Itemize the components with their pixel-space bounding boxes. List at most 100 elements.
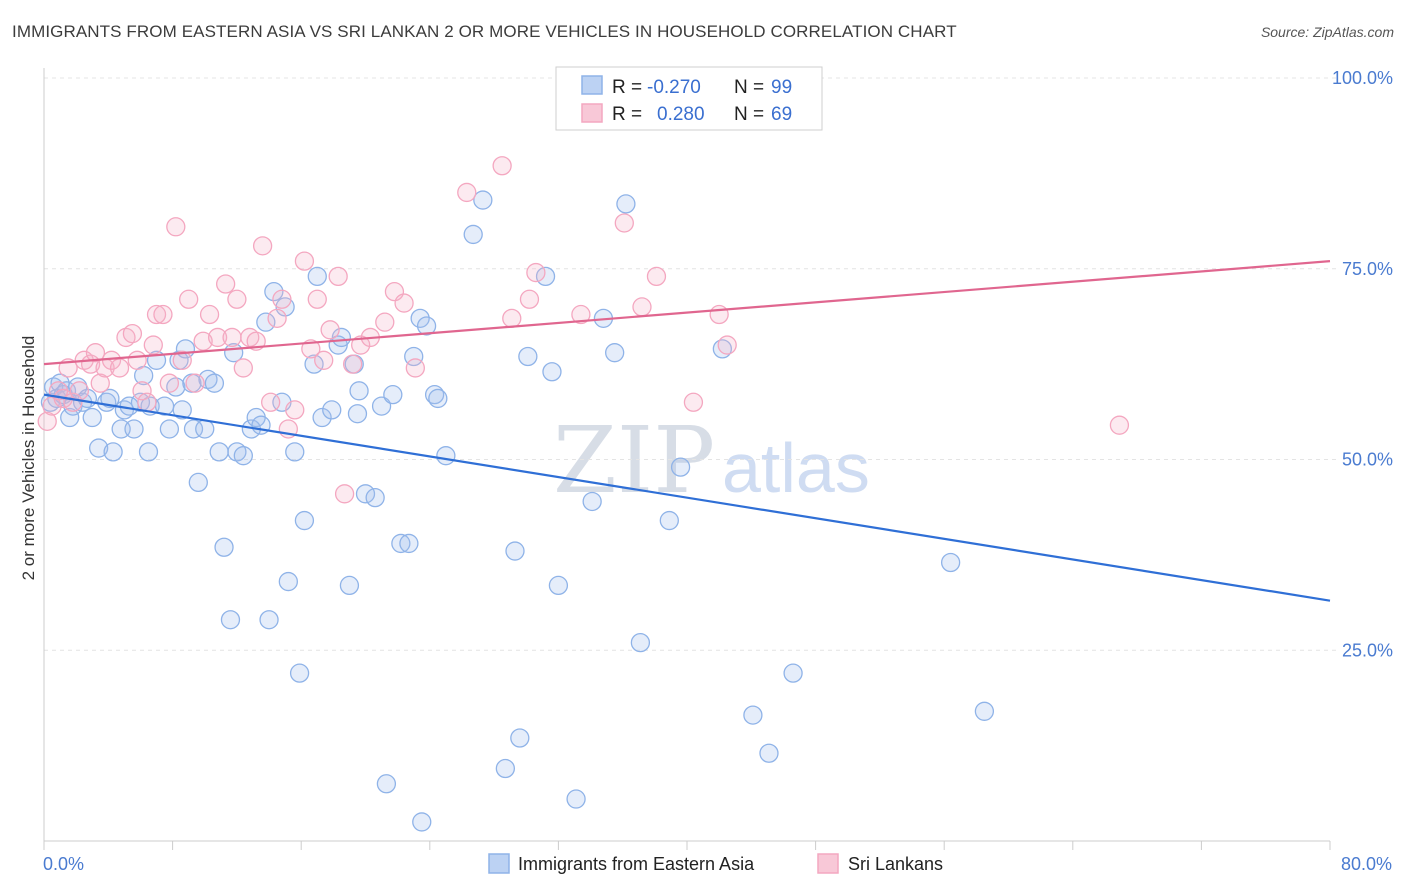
data-point	[294, 251, 315, 271]
data-point	[328, 266, 348, 287]
data-point	[312, 407, 332, 428]
data-point	[207, 327, 228, 348]
legend-n-label-0: N =	[734, 77, 764, 98]
data-point	[204, 373, 225, 393]
data-point	[132, 381, 152, 401]
data-point	[252, 236, 273, 256]
data-point	[153, 304, 173, 325]
data-point	[334, 484, 355, 504]
data-point	[122, 323, 143, 344]
data-point	[89, 438, 109, 458]
data-point	[322, 400, 342, 420]
data-point	[220, 610, 241, 630]
data-point	[320, 320, 340, 340]
data-point	[940, 552, 961, 573]
data-point	[342, 354, 363, 374]
data-point	[159, 419, 180, 439]
data-point	[124, 419, 144, 439]
data-point	[37, 411, 57, 432]
data-point	[109, 358, 130, 378]
data-point	[518, 346, 538, 367]
data-point	[233, 446, 253, 466]
data-point	[146, 304, 167, 325]
data-point	[410, 308, 430, 328]
legend-r-label-0: R =	[612, 77, 642, 98]
data-point	[495, 758, 516, 779]
data-point	[670, 457, 691, 477]
data-point	[605, 343, 625, 363]
data-point	[394, 293, 414, 313]
data-point	[272, 289, 292, 309]
data-point	[371, 396, 392, 416]
data-point	[399, 533, 419, 554]
data-point	[103, 442, 123, 462]
data-point	[172, 350, 192, 370]
data-point	[355, 484, 376, 504]
data-point	[261, 392, 281, 412]
trend-line-0	[43, 393, 1331, 602]
data-point	[307, 266, 327, 287]
data-point	[375, 312, 395, 332]
legend-swatch-eastern-asia	[581, 75, 603, 95]
data-point	[69, 381, 90, 401]
data-point	[376, 774, 397, 794]
data-point	[301, 339, 321, 359]
data-point	[1109, 415, 1130, 435]
data-point	[259, 610, 279, 630]
data-point	[502, 308, 522, 328]
data-point	[233, 358, 253, 378]
data-point	[519, 289, 540, 309]
data-point	[159, 373, 180, 393]
trend-line-1	[43, 260, 1331, 366]
data-point	[365, 487, 385, 508]
data-point	[222, 327, 242, 348]
legend-n-label-1: N =	[734, 104, 764, 125]
data-point	[412, 812, 432, 832]
axes	[43, 68, 1331, 850]
data-point	[683, 392, 704, 412]
data-point	[183, 419, 204, 439]
y-tick-label-2: 50.0%	[1342, 450, 1393, 470]
y-tick-labels: 100.0% 75.0% 50.0% 25.0%	[1332, 68, 1393, 660]
data-point	[709, 304, 729, 325]
trend-lines	[43, 260, 1331, 602]
data-point	[289, 663, 310, 683]
data-point	[582, 491, 602, 512]
data-point	[172, 400, 192, 420]
data-point	[542, 362, 562, 382]
data-point	[526, 262, 546, 283]
data-point	[264, 281, 284, 302]
legend-n-value-0: 99	[771, 77, 792, 98]
x-tick-label-max: 80.0%	[1341, 854, 1392, 874]
data-point	[214, 537, 234, 557]
legend-r-value-1: 0.280	[657, 104, 705, 125]
data-point	[492, 156, 512, 176]
data-point	[383, 384, 403, 405]
data-point	[548, 575, 569, 596]
bottom-legend-label-sri-lankans: Sri Lankans	[848, 854, 943, 874]
data-point	[347, 404, 368, 424]
data-point	[199, 304, 220, 325]
y-tick-label-3: 25.0%	[1342, 640, 1393, 660]
data-point	[85, 343, 106, 363]
data-point	[416, 316, 437, 336]
data-point	[143, 335, 163, 355]
data-point	[614, 213, 634, 233]
data-point	[307, 289, 327, 309]
data-point	[100, 388, 120, 409]
data-point	[351, 335, 371, 355]
data-point	[166, 217, 186, 237]
data-point	[405, 358, 425, 378]
data-point	[267, 308, 287, 328]
legend-r-value-0: -0.270	[647, 77, 701, 98]
data-point	[278, 571, 298, 592]
data-point	[436, 446, 456, 466]
source-credit: Source: ZipAtlas.com	[1260, 24, 1394, 40]
legend-r-label-1: R =	[612, 104, 642, 125]
data-point	[630, 632, 651, 653]
watermark-atlas: atlas	[722, 429, 870, 507]
data-point	[209, 442, 229, 462]
data-point	[193, 331, 213, 351]
data-point	[783, 663, 803, 683]
